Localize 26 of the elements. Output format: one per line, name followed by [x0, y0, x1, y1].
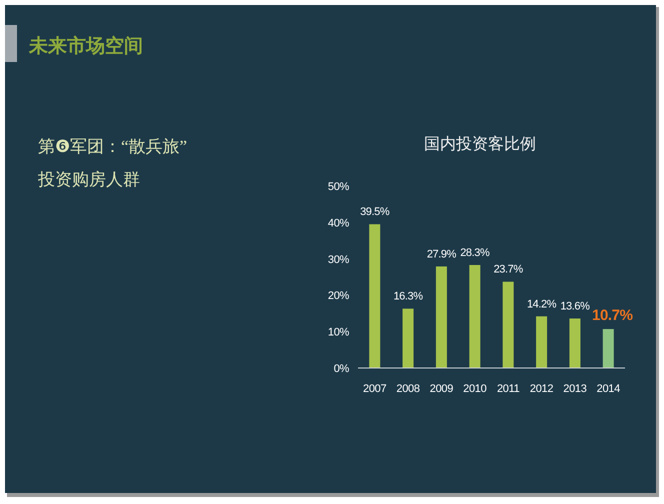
x-tick-label: 2014 [596, 383, 620, 395]
data-label: 13.6% [560, 300, 590, 312]
text: 第❻军团：“散兵旅” [38, 137, 188, 156]
y-tick-label: 40% [328, 217, 350, 230]
x-tick-label: 2013 [563, 383, 587, 395]
y-tick-label: 10% [328, 326, 350, 339]
y-tick-label: 0% [334, 363, 350, 375]
text: 投资购房人群 [37, 170, 140, 189]
data-label: 23.7% [494, 264, 524, 276]
x-tick-label: 2009 [430, 383, 454, 395]
data-label: 16.3% [393, 290, 424, 303]
data-label: 27.9% [426, 248, 457, 260]
x-tick-label: 2011 [496, 383, 520, 395]
chart-title: 国内投资客比例 [424, 135, 536, 153]
y-tick-label: 50% [328, 181, 350, 193]
x-tick-label: 2010 [463, 383, 487, 395]
data-label: 39.5% [360, 206, 390, 218]
y-tick-label: 30% [328, 254, 350, 266]
data-label: 28.3% [460, 246, 490, 259]
x-tick-label: 2007 [363, 383, 386, 395]
data-label: 14.2% [526, 298, 557, 310]
y-tick-label: 20% [328, 290, 350, 302]
data-label: 10.7% [592, 307, 633, 324]
slide-heading: 未来市场空间 [29, 35, 143, 57]
x-tick-label: 2012 [530, 383, 554, 395]
x-tick-label: 2008 [396, 383, 420, 395]
